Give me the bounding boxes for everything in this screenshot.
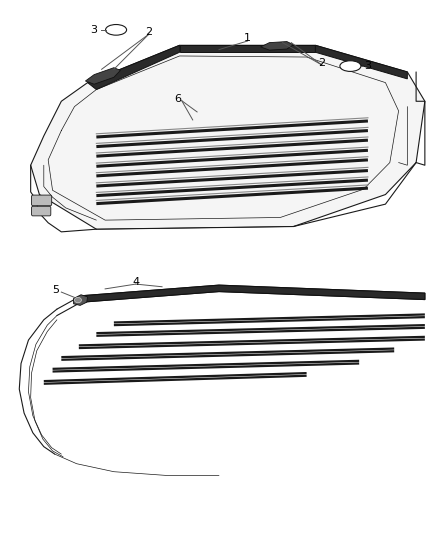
FancyBboxPatch shape bbox=[32, 195, 52, 206]
Ellipse shape bbox=[74, 297, 81, 303]
Text: 1: 1 bbox=[244, 34, 251, 43]
Ellipse shape bbox=[340, 61, 361, 71]
Polygon shape bbox=[31, 45, 425, 229]
Polygon shape bbox=[315, 45, 407, 79]
Polygon shape bbox=[74, 295, 88, 305]
Text: 6: 6 bbox=[174, 94, 181, 103]
Ellipse shape bbox=[106, 25, 127, 35]
Polygon shape bbox=[261, 42, 293, 50]
Polygon shape bbox=[88, 45, 180, 90]
Text: 5: 5 bbox=[53, 285, 60, 295]
Polygon shape bbox=[81, 285, 425, 302]
Polygon shape bbox=[85, 68, 120, 84]
Text: 3: 3 bbox=[364, 61, 371, 71]
Text: 2: 2 bbox=[318, 58, 325, 68]
Text: 2: 2 bbox=[145, 27, 152, 37]
Polygon shape bbox=[180, 45, 315, 52]
FancyBboxPatch shape bbox=[32, 206, 51, 216]
Text: 3: 3 bbox=[91, 25, 98, 35]
Text: 4: 4 bbox=[132, 278, 139, 287]
